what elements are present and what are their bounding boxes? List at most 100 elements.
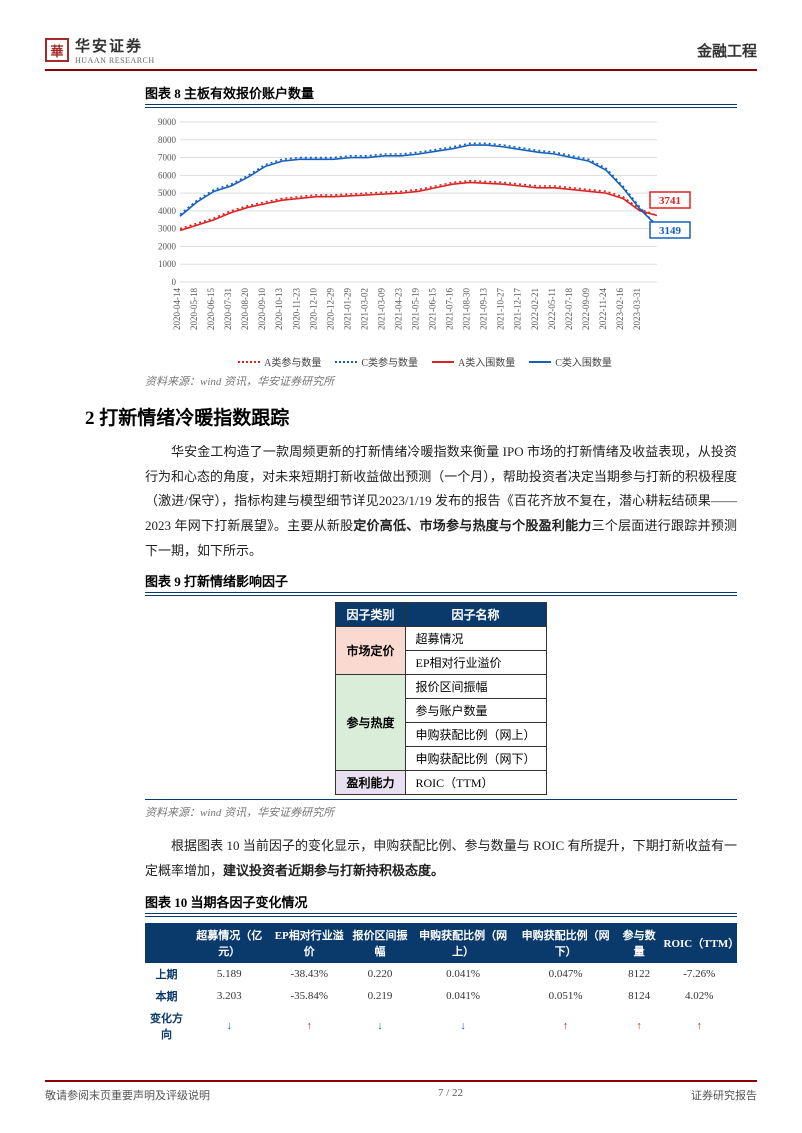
table9-title-underline [145,592,737,596]
table10-cell: 0.047% [514,963,617,985]
table10-cell: 0.041% [412,963,515,985]
table9-header: 因子名称 [405,603,546,627]
table10-cell: 8124 [617,985,662,1007]
table10-rowlabel: 本期 [145,985,188,1007]
table10-cell: ↑ [514,1007,617,1045]
table10-header: 申购获配比例（网下） [514,923,617,963]
table10-cell: ↓ [348,1007,412,1045]
svg-text:2021-03-02: 2021-03-02 [359,288,369,330]
svg-text:2020-07-31: 2020-07-31 [223,288,233,330]
svg-text:2020-12-10: 2020-12-10 [308,288,318,330]
logo-icon: 華 [45,38,69,62]
legend-item: C类参与数量 [335,354,418,369]
table10-rowlabel: 上期 [145,963,188,985]
chart8-title: 图表 8 主板有效报价账户数量 [145,83,737,102]
footer-left: 敬请参阅末页重要声明及评级说明 [45,1087,210,1103]
svg-text:2020-04-14: 2020-04-14 [172,288,182,330]
section2-title: 2 打新情绪冷暖指数跟踪 [85,403,737,430]
svg-text:2000: 2000 [158,241,177,251]
content-area: 图表 8 主板有效报价账户数量 010002000300040005000600… [145,83,737,1045]
svg-text:7000: 7000 [158,153,177,163]
table10-cell: -7.26% [662,963,737,985]
table10-cell: 0.051% [514,985,617,1007]
svg-text:2020-05-18: 2020-05-18 [189,288,199,330]
svg-text:2022-11-24: 2022-11-24 [598,288,608,330]
svg-text:2021-04-23: 2021-04-23 [393,288,403,330]
footer-right: 证券研究报告 [691,1087,757,1103]
table10-cell: 0.041% [412,985,515,1007]
table9-cell: ROIC（TTM） [405,771,546,795]
legend-item: A类入围数量 [432,354,515,369]
svg-text:2021-03-09: 2021-03-09 [376,288,386,330]
arrow-up-icon: ↑ [563,1020,569,1032]
table9-cell: 参与账户数量 [405,699,546,723]
table10-cell: -35.84% [270,985,348,1007]
svg-text:1000: 1000 [158,259,177,269]
logo-en: HUAAN RESEARCH [75,56,155,65]
table10-title-underline [145,913,737,917]
table10-header: 申购获配比例（网上） [412,923,515,963]
svg-text:2021-08-30: 2021-08-30 [462,288,472,330]
svg-text:2020-08-20: 2020-08-20 [240,288,250,330]
arrow-down-icon: ↓ [377,1020,383,1032]
table9-header: 因子类别 [336,603,405,627]
table10-header: ROIC（TTM） [662,923,737,963]
chart8-source: 资料来源：wind 资讯，华安证券研究所 [145,373,737,389]
svg-text:2022-05-11: 2022-05-11 [547,288,557,330]
logo-block: 華 华安证券 HUAAN RESEARCH [45,35,155,65]
table10-cell: ↓ [188,1007,270,1045]
svg-text:2022-02-21: 2022-02-21 [530,288,540,330]
table9-cell: 申购获配比例（网上） [405,723,546,747]
svg-text:2020-10-13: 2020-10-13 [274,288,284,330]
page-footer: 敬请参阅末页重要声明及评级说明 7 / 22 证券研究报告 [45,1080,757,1103]
svg-text:2022-09-09: 2022-09-09 [581,288,591,330]
svg-text:2021-06-15: 2021-06-15 [428,288,438,330]
table10-cell: ↑ [617,1007,662,1045]
para2-bold: 建议投资者近期参与打新持积极态度。 [223,863,444,878]
table10-cell: 0.219 [348,985,412,1007]
table9-cell: 超募情况 [405,627,546,651]
arrow-down-icon: ↓ [226,1020,232,1032]
table10-cell: 0.220 [348,963,412,985]
arrow-up-icon: ↑ [697,1020,703,1032]
svg-text:2021-05-19: 2021-05-19 [411,288,421,330]
chart8-title-underline [145,104,737,108]
section2-para1: 华安金工构造了一款周频更新的打新情绪冷暖指数来衡量 IPO 市场的打新情绪及收益… [145,440,737,563]
table10-cell: -38.43% [270,963,348,985]
table10-cell: ↑ [662,1007,737,1045]
svg-text:2020-06-15: 2020-06-15 [206,288,216,330]
svg-text:3741: 3741 [659,195,681,207]
svg-text:3149: 3149 [659,225,682,237]
svg-text:3000: 3000 [158,224,177,234]
table10-cell: ↓ [412,1007,515,1045]
svg-text:2020-12-29: 2020-12-29 [325,288,335,330]
table9-category: 参与热度 [336,675,405,771]
table10: 超募情况（亿元）EP相对行业溢价报价区间振幅申购获配比例（网上）申购获配比例（网… [145,923,737,1045]
table10-header [145,923,188,963]
table10-cell: ↑ [270,1007,348,1045]
chart8-svg: 0100020003000400050006000700080009000202… [145,114,705,344]
table9-cell: 申购获配比例（网下） [405,747,546,771]
table10-cell: 5.189 [188,963,270,985]
table10-header: 超募情况（亿元） [188,923,270,963]
legend-item: A类参与数量 [238,354,321,369]
svg-text:6000: 6000 [158,170,177,180]
svg-text:2022-07-18: 2022-07-18 [564,288,574,330]
table9-title: 图表 9 打新情绪影响因子 [145,571,737,590]
svg-text:9000: 9000 [158,117,177,127]
table10-title: 图表 10 当期各因子变化情况 [145,892,737,911]
legend-item: C类入围数量 [529,354,612,369]
header-category: 金融工程 [697,40,757,61]
arrow-up-icon: ↑ [307,1020,313,1032]
svg-text:2021-07-16: 2021-07-16 [445,288,455,330]
chart8-legend: A类参与数量 C类参与数量 A类入围数量 C类入围数量 [145,354,705,369]
logo-cn: 华安证券 [75,35,155,56]
arrow-down-icon: ↓ [460,1020,466,1032]
logo-text-wrap: 华安证券 HUAAN RESEARCH [75,35,155,65]
table10-rowlabel: 变化方向 [145,1007,188,1045]
table9-cell: EP相对行业溢价 [405,651,546,675]
svg-text:2023-02-16: 2023-02-16 [615,288,625,330]
svg-text:2021-10-27: 2021-10-27 [496,288,506,330]
table10-header: EP相对行业溢价 [270,923,348,963]
svg-text:2021-12-17: 2021-12-17 [513,288,523,330]
